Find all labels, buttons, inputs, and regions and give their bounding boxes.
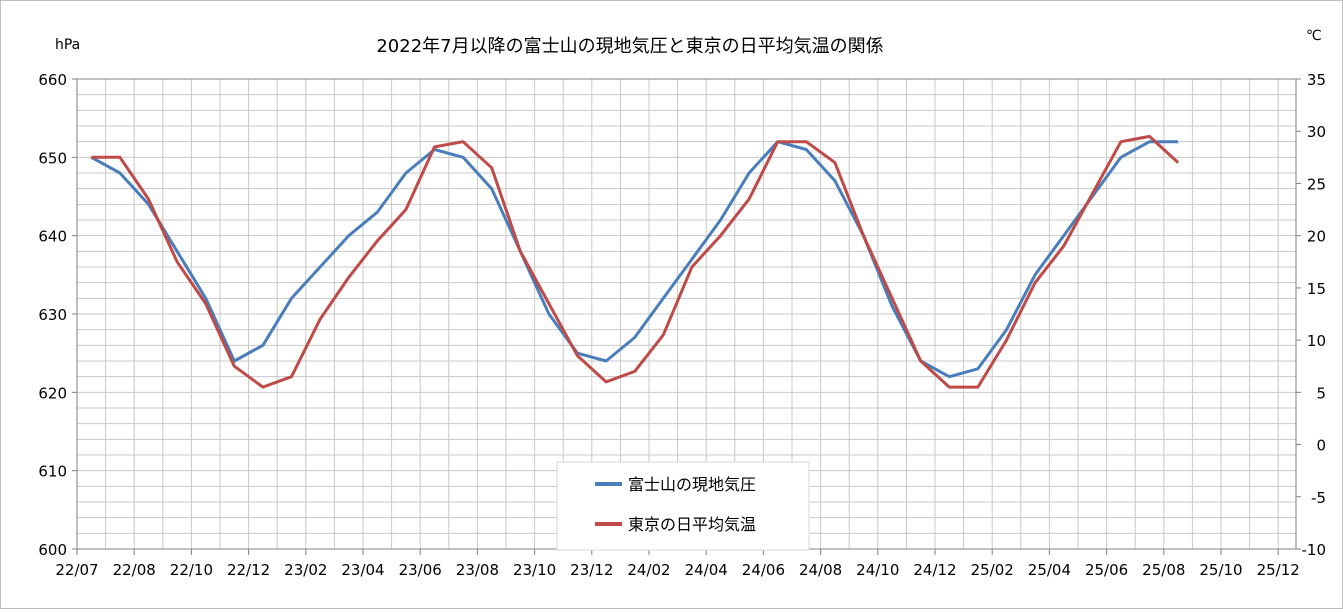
x-axis-tick-label: 22/10 [170, 561, 213, 579]
x-axis-tick-label: 25/10 [1199, 561, 1242, 579]
right-axis-tick-label: -5 [1311, 489, 1326, 507]
x-axis-tick-label: 23/08 [456, 561, 499, 579]
chart-title: 2022年7月以降の富士山の現地気圧と東京の日平均気温の関係 [376, 36, 883, 57]
x-axis-tick-label: 24/10 [856, 561, 899, 579]
left-axis-tick-label: 650 [38, 149, 67, 167]
left-axis-unit: hPa [55, 37, 80, 53]
left-axis-tick-label: 630 [38, 306, 67, 324]
x-axis-tick-label: 23/06 [399, 561, 442, 579]
x-axis-tick-label: 25/12 [1257, 561, 1300, 579]
right-axis-tick-label: 15 [1307, 280, 1326, 298]
legend-box [556, 461, 810, 551]
right-axis-tick-label: 30 [1307, 123, 1326, 141]
left-axis-tick-label: 600 [38, 541, 67, 559]
axes: 600 610 620 630 640 650 660 -10 -5 0 5 10 15 20 25 30 35… [38, 71, 1326, 579]
right-axis-tick-label: 5 [1316, 384, 1326, 402]
x-axis-tick-label: 25/06 [1085, 561, 1128, 579]
legend: 富士山の現地気圧 東京の日平均気温 [556, 461, 810, 551]
x-axis-tick-label: 25/08 [1142, 561, 1185, 579]
series-line-pressure [90, 140, 1179, 379]
left-axis-tick-label: 640 [38, 228, 67, 246]
x-axis-tick-label: 25/02 [971, 561, 1014, 579]
series-lines [90, 134, 1180, 389]
x-axis-tick-label: 24/08 [799, 561, 842, 579]
x-axis-tick-label: 23/02 [284, 561, 327, 579]
right-axis-tick-label: 0 [1316, 437, 1326, 455]
x-axis-tick-label: 24/04 [685, 561, 728, 579]
right-axis-tick-label: 35 [1307, 71, 1326, 89]
right-axis-tick-label: 10 [1307, 332, 1326, 350]
legend-label-pressure: 富士山の現地気圧 [628, 475, 756, 494]
left-axis-tick-label: 610 [38, 463, 67, 481]
x-axis-tick-label: 25/04 [1028, 561, 1071, 579]
x-axis-tick-label: 22/07 [55, 561, 98, 579]
left-axis-tick-label: 660 [38, 71, 67, 89]
x-axis-tick-label: 24/06 [742, 561, 785, 579]
right-axis-tick-label: 20 [1307, 228, 1326, 246]
legend-label-temperature: 東京の日平均気温 [628, 515, 756, 534]
left-axis-tick-label: 620 [38, 384, 67, 402]
x-axis-tick-label: 22/08 [113, 561, 156, 579]
right-axis-tick-label: 25 [1307, 175, 1326, 193]
x-axis-tick-label: 23/10 [513, 561, 556, 579]
x-axis-tick-label: 24/02 [627, 561, 670, 579]
x-axis-tick-label: 23/12 [570, 561, 613, 579]
right-axis-tick-label: -10 [1302, 541, 1327, 559]
x-axis-tick-label: 23/04 [341, 561, 384, 579]
x-axis-tick-label: 24/12 [913, 561, 956, 579]
x-axis-tick-label: 22/12 [227, 561, 270, 579]
right-axis-unit: ℃ [1306, 28, 1322, 44]
series-line-temperature [91, 134, 1180, 389]
